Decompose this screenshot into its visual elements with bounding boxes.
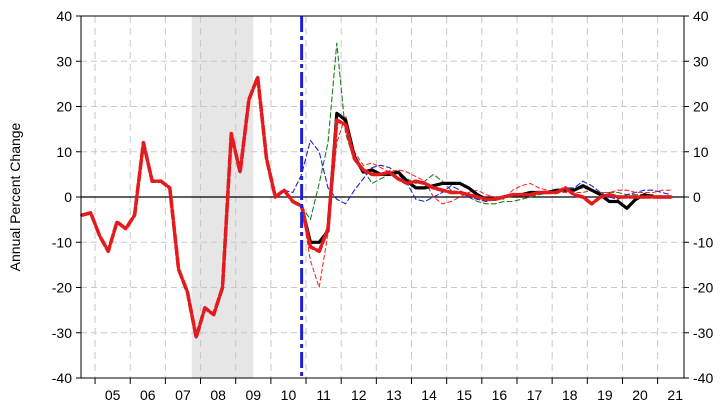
y-tick-label-left: -40	[52, 370, 72, 386]
y-tick-label-right: -30	[693, 325, 713, 341]
x-tick-label: 05	[105, 387, 121, 403]
y-tick-label-left: 40	[56, 8, 72, 24]
x-tick-label: 16	[492, 387, 508, 403]
y-axis-label: Annual Percent Change	[7, 122, 23, 271]
series-actual-line	[300, 111, 673, 244]
x-tick-label: 18	[562, 387, 578, 403]
y-tick-label-left: -30	[52, 325, 72, 341]
y-tick-label-left: 20	[56, 99, 72, 115]
y-tick-label-left: 0	[64, 189, 72, 205]
x-tick-label: 13	[386, 387, 402, 403]
series-history-line	[80, 75, 303, 339]
x-tick-label: 14	[421, 387, 437, 403]
series-alt-red-line	[301, 115, 672, 289]
y-tick-label-right: 0	[693, 189, 701, 205]
y-tick-label-right: -20	[693, 280, 713, 296]
x-tick-label: 10	[281, 387, 297, 403]
x-tick-label: 20	[632, 387, 648, 403]
y-tick-label-left: -10	[52, 234, 72, 250]
x-tick-label: 21	[667, 387, 683, 403]
y-tick-label-left: 10	[56, 144, 72, 160]
x-tick-label: 12	[351, 387, 367, 403]
x-tick-label: 11	[316, 387, 331, 403]
y-tick-label-left: -20	[52, 280, 72, 296]
y-tick-label-right: -10	[693, 234, 713, 250]
y-tick-label-right: 30	[693, 53, 709, 69]
x-tick-label: 06	[140, 387, 156, 403]
x-tick-label: 19	[597, 387, 613, 403]
x-tick-label: 09	[245, 387, 261, 403]
x-tick-label: 17	[527, 387, 543, 403]
x-tick-label: 07	[175, 387, 191, 403]
y-tick-label-left: 30	[56, 53, 72, 69]
y-tick-label-right: 40	[693, 8, 709, 24]
y-tick-label-right: 10	[693, 144, 709, 160]
x-tick-label: 15	[456, 387, 472, 403]
x-tick-label: 08	[210, 387, 226, 403]
series-baseline-line	[80, 75, 673, 340]
y-tick-label-right: -40	[693, 370, 713, 386]
y-tick-label-right: 20	[693, 99, 709, 115]
